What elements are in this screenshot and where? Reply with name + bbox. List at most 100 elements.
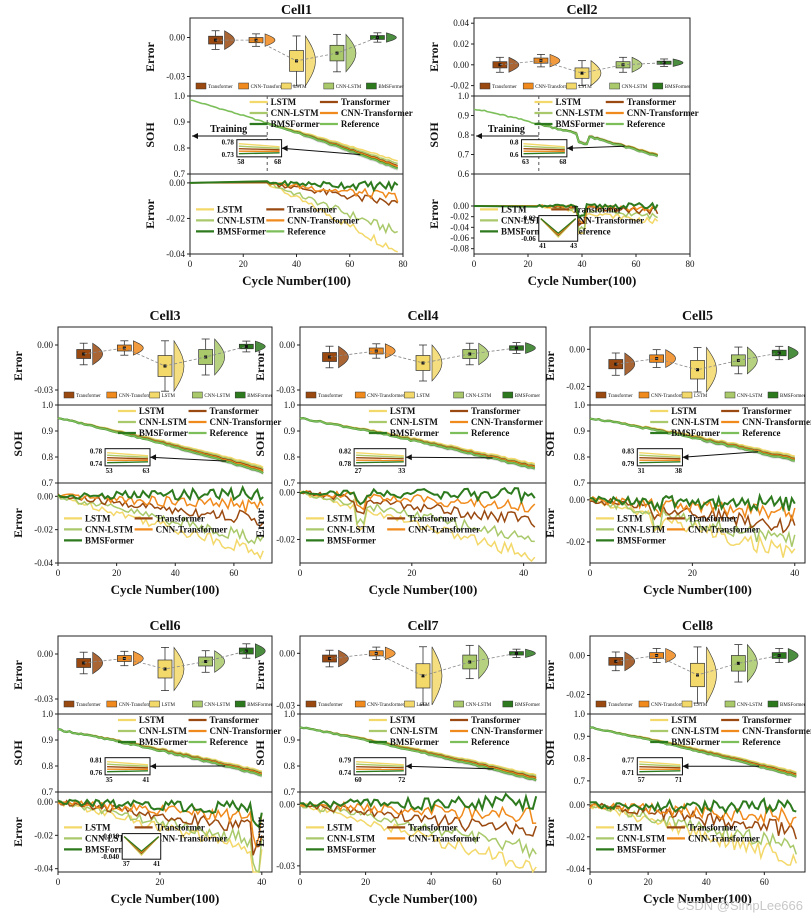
soh-ytick-label: 1.0 (458, 91, 470, 101)
err-line-transformer (57, 493, 264, 527)
err-legend-label: CNN-LSTM (617, 833, 666, 843)
err-frame (299, 482, 547, 564)
soh-ylabel: SOH (143, 122, 157, 148)
err-legend-label: CNN-Transformer (688, 833, 760, 843)
err-ylabel: Error (11, 816, 25, 846)
box-legend-label: BMSFormer (780, 394, 806, 399)
soh-ytick-label: 0.7 (284, 478, 296, 488)
err-line-transformer (57, 799, 263, 856)
soh-line-reference (299, 417, 536, 470)
soh-legend-label: Transformer (627, 97, 676, 107)
soh-inset-line (238, 147, 280, 151)
soh-legend-label: LSTM (139, 715, 165, 725)
err-line-cnn-transformer (299, 800, 537, 824)
err-frame (589, 482, 806, 564)
box-mean-connector (83, 650, 247, 670)
box-ytick-label: -0.03 (34, 694, 53, 704)
xtick-label: 80 (399, 259, 409, 269)
soh-inset-arrowhead (405, 454, 412, 461)
box-legend-label: CNN-LSTM (622, 85, 648, 90)
soh-inset-arrow (405, 765, 494, 770)
soh-inset-arrowhead (281, 145, 288, 152)
box-legend-swatch (354, 391, 366, 399)
soh-ytick-label: 0.9 (284, 426, 296, 436)
box-legend-label: BMSFormer (665, 85, 691, 90)
err-legend-label: CNN-Transformer (156, 524, 228, 534)
err-legend-label: CNN-LSTM (327, 524, 376, 534)
err-line-cnn-lstm (299, 490, 535, 543)
box-legend-swatch (724, 391, 736, 399)
err-legend-label: CNN-LSTM (617, 524, 666, 534)
soh-legend-label: CNN-LSTM (671, 726, 720, 736)
xtick-label: 60 (632, 259, 642, 269)
xtick-label: 20 (361, 877, 371, 887)
soh-ylabel: SOH (11, 740, 25, 766)
panel-title: Cell7 (407, 619, 438, 634)
soh-ytick-label: 0.8 (574, 452, 586, 462)
err-legend-label: Transformer (156, 822, 205, 832)
violin-cnn-transformer (665, 349, 676, 369)
err-ylabel: Error (543, 816, 557, 846)
violin-bmsformer (255, 340, 266, 353)
err-line-bmsformer (589, 797, 797, 815)
box-legend-swatch (404, 700, 415, 708)
err-legend-label: Transformer (287, 204, 336, 214)
box-legend-swatch (681, 700, 693, 708)
soh-inset-line (639, 451, 681, 457)
panel-title: Cell1 (281, 3, 312, 18)
box-ylabel: Error (11, 659, 25, 689)
box-legend-label: Transformer (608, 703, 633, 708)
err-ytick-label: 0.00 (569, 495, 585, 505)
box-legend-swatch (681, 391, 693, 399)
soh-inset-line (639, 765, 681, 769)
box-legend-swatch (234, 700, 246, 708)
violin-cnn-transformer (384, 343, 396, 359)
soh-ylabel: SOH (543, 740, 557, 766)
soh-inset-line (523, 147, 565, 151)
soh-ytick-label: 0.8 (42, 761, 54, 771)
box-legend-swatch (323, 82, 335, 90)
box-ylabel: Error (543, 659, 557, 689)
err-ytick-label: -0.02 (34, 830, 53, 840)
box-legend-label: CNN-Transformer (367, 703, 404, 708)
xtick-label: 20 (407, 568, 417, 578)
x-axis-label: Cycle Number(100) (528, 273, 637, 288)
soh-ytick-label: 0.9 (458, 111, 470, 121)
soh-legend-label: Reference (627, 119, 665, 129)
box-legend-label: CNN-LSTM (336, 85, 362, 90)
err-inset-xlo: 41 (539, 242, 547, 250)
box-legend-label: CNN-LSTM (737, 703, 763, 708)
soh-inset-ylo: 0.74 (90, 460, 103, 468)
err-inset-yhi: -0.010 (101, 833, 120, 841)
box-legend-swatch (149, 391, 160, 399)
err-line-cnn-lstm (189, 181, 398, 235)
soh-legend-label: CNN-LSTM (390, 417, 439, 427)
err-ytick-label: 0.00 (453, 201, 469, 211)
err-inset-line (123, 836, 160, 853)
xtick-label: 40 (702, 877, 712, 887)
box-legend-swatch (566, 82, 577, 90)
soh-ytick-label: 0.8 (574, 754, 586, 764)
soh-ytick-label: 0.7 (174, 169, 186, 179)
soh-inset-arrow (682, 451, 758, 458)
soh-inset-line (523, 152, 565, 155)
err-legend-label: BMSFormer (327, 535, 376, 545)
box-ytick-label: 0.00 (169, 33, 185, 43)
err-line-cnn-transformer (57, 799, 263, 850)
soh-inset-line (107, 451, 149, 457)
box-ytick-label: 0.00 (569, 344, 585, 354)
soh-inset-line (523, 145, 565, 150)
soh-legend-label: Reference (210, 737, 248, 747)
box-mean-marker (204, 660, 208, 663)
soh-inset-line (639, 461, 681, 464)
soh-inset-yhi: 0.83 (622, 448, 635, 456)
box-ylabel: Error (143, 41, 157, 71)
box-legend-label: CNN-Transformer (651, 394, 688, 399)
soh-inset-line (238, 152, 280, 155)
soh-ytick-label: 0.8 (42, 452, 54, 462)
err-legend-label: CNN-Transformer (408, 524, 480, 534)
err-ytick-label: -0.04 (166, 249, 185, 259)
soh-legend-label: CNN-LSTM (139, 417, 188, 427)
xtick-label: 60 (345, 259, 355, 269)
